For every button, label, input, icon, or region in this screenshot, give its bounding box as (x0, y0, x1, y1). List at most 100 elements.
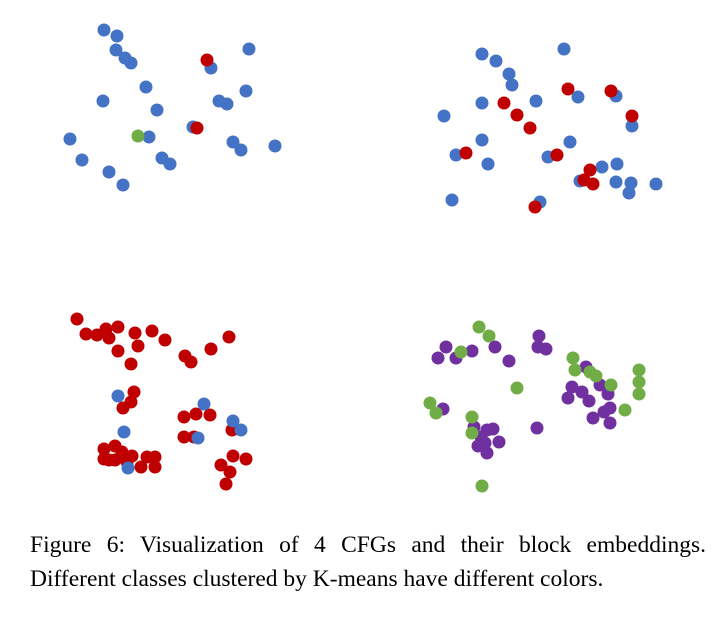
point-purple (603, 416, 617, 430)
point-blue (489, 54, 503, 68)
point-red (148, 460, 162, 474)
point-red (523, 121, 537, 135)
point-purple (597, 405, 611, 419)
point-red (200, 53, 214, 67)
point-purple (488, 340, 502, 354)
point-blue (557, 42, 571, 56)
point-blue (529, 94, 543, 108)
point-red (497, 96, 511, 110)
point-blue (110, 29, 124, 43)
point-blue (124, 56, 138, 70)
point-red (550, 148, 564, 162)
point-purple (492, 435, 506, 449)
point-purple (431, 351, 445, 365)
point-green (429, 406, 443, 420)
point-red (127, 385, 141, 399)
point-red (604, 84, 618, 98)
point-red (131, 339, 145, 353)
point-blue (481, 157, 495, 171)
point-blue (268, 139, 282, 153)
point-red (189, 407, 203, 421)
point-blue (475, 133, 489, 147)
point-red (148, 450, 162, 464)
point-green (632, 387, 646, 401)
point-blue (226, 414, 240, 428)
point-blue (234, 423, 248, 437)
point-blue (610, 157, 624, 171)
point-blue (117, 425, 131, 439)
scatter-plot-bottom-left (70, 312, 253, 491)
point-blue (505, 78, 519, 92)
point-blue (191, 431, 205, 445)
point-purple (502, 354, 516, 368)
point-red (128, 326, 142, 340)
point-blue (625, 119, 639, 133)
point-blue (150, 103, 164, 117)
point-purple (582, 394, 596, 408)
point-red (108, 453, 122, 467)
point-purple (486, 422, 500, 436)
point-blue (226, 135, 240, 149)
point-green (510, 381, 524, 395)
point-blue (609, 175, 623, 189)
point-red (79, 327, 93, 341)
point-green (632, 375, 646, 389)
point-red (145, 324, 159, 338)
point-green (465, 410, 479, 424)
point-blue (234, 143, 248, 157)
point-green (472, 320, 486, 334)
point-red (204, 342, 218, 356)
point-blue (96, 94, 110, 108)
point-blue (63, 132, 77, 146)
point-red (528, 200, 542, 214)
point-blue (475, 47, 489, 61)
point-blue (139, 80, 153, 94)
point-red (97, 442, 111, 456)
point-red (583, 163, 597, 177)
point-red (111, 344, 125, 358)
point-blue (239, 84, 253, 98)
point-red (177, 430, 191, 444)
point-green (482, 329, 496, 343)
point-blue (102, 165, 116, 179)
point-blue (242, 42, 256, 56)
point-red (625, 109, 639, 123)
point-blue (563, 135, 577, 149)
point-green (454, 345, 468, 359)
point-red (203, 408, 217, 422)
point-blue (111, 389, 125, 403)
point-blue (595, 160, 609, 174)
point-red (177, 410, 191, 424)
scatter-plot-top-right (437, 42, 663, 214)
point-red (459, 146, 473, 160)
point-red (70, 312, 84, 326)
point-red (158, 333, 172, 347)
scatter-plot-top-left (63, 23, 282, 192)
scatter-plot-bottom-right (423, 320, 646, 493)
point-red (184, 355, 198, 369)
point-red (510, 108, 524, 122)
point-green (131, 129, 145, 143)
point-red (97, 452, 111, 466)
point-blue (97, 23, 111, 37)
point-red (239, 452, 253, 466)
point-red (222, 330, 236, 344)
point-blue (475, 96, 489, 110)
point-blue (502, 67, 516, 81)
point-purple (586, 411, 600, 425)
point-red (214, 458, 228, 472)
point-red (561, 82, 575, 96)
point-blue (109, 43, 123, 57)
point-red (219, 477, 233, 491)
point-green (604, 378, 618, 392)
point-blue (75, 153, 89, 167)
point-red (111, 320, 125, 334)
point-purple (439, 340, 453, 354)
point-green (618, 403, 632, 417)
point-blue (649, 177, 663, 191)
point-blue (121, 461, 135, 475)
point-red (102, 331, 116, 345)
point-purple (530, 421, 544, 435)
point-green (566, 351, 580, 365)
point-green (475, 479, 489, 493)
